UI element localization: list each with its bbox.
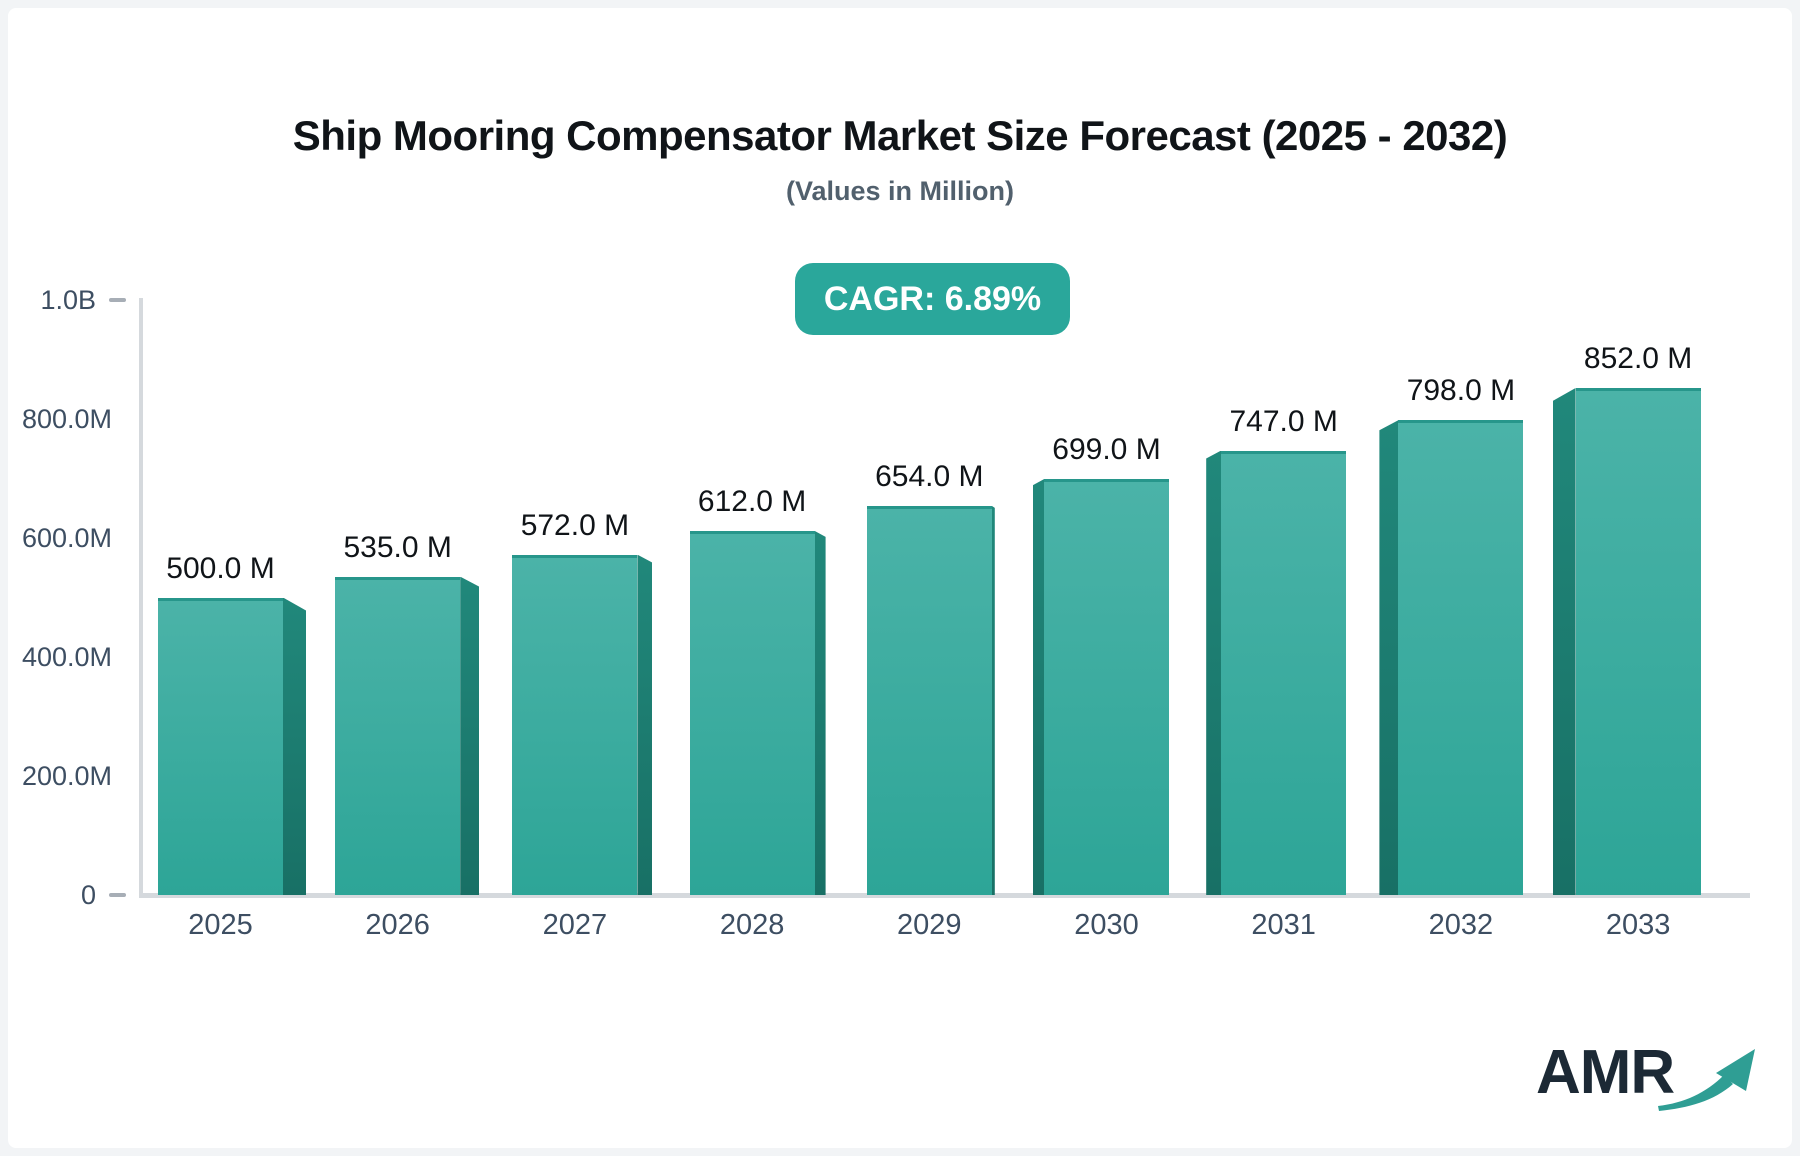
y-axis-tick-label: 600.0M (21, 523, 112, 553)
cagr-badge: CAGR: 6.89% (795, 263, 1070, 335)
x-axis-tick-label: 2027 (542, 909, 608, 941)
bar-2033[interactable] (1575, 388, 1701, 895)
amr-logo: AMR (1536, 1042, 1758, 1112)
amr-logo-text: AMR (1536, 1038, 1675, 1107)
chart-subtitle: (Values in Million) (785, 176, 1015, 206)
x-axis-tick-label: 2029 (897, 909, 962, 941)
bar-side-3d (1552, 388, 1576, 895)
bar-2032[interactable] (1398, 420, 1524, 895)
x-axis-tick-label: 2033 (1605, 909, 1671, 941)
y-axis-tick-mark (109, 298, 126, 302)
bar-value-label: 852.0 M (1583, 342, 1693, 376)
bar-value-label: 612.0 M (697, 484, 807, 518)
y-axis-line (139, 298, 143, 898)
bar-2025[interactable] (158, 597, 283, 895)
chart-title: Ship Mooring Compensator Market Size For… (292, 112, 1508, 159)
bar-2030[interactable] (1044, 479, 1169, 895)
chart-card: Ship Mooring Compensator Market Size For… (8, 8, 1792, 1148)
x-axis-tick-label: 2031 (1251, 909, 1316, 941)
bar-value-label: 798.0 M (1406, 374, 1516, 408)
bar-value-label: 572.0 M (520, 508, 630, 542)
y-axis-tick-label: 1.0B (40, 285, 96, 315)
bar-value-label: 699.0 M (1052, 433, 1161, 467)
plot-area: 0 200.0M 400.0M 600.0M 800.0M 1.0B 500.0 M 2025… (8, 8, 1792, 1148)
bar-2031[interactable] (1221, 450, 1347, 895)
x-axis-tick-label: 2025 (188, 909, 253, 941)
bar-side-3d (460, 576, 480, 895)
bar-side-3d (1206, 450, 1222, 895)
x-axis-line (139, 893, 1750, 898)
x-axis-tick-label: 2030 (1074, 909, 1139, 941)
y-axis-tick-label: 400.0M (21, 642, 112, 672)
bar-2026[interactable] (335, 576, 461, 895)
y-axis-tick-label: 0 (80, 880, 96, 910)
x-axis-tick-label: 2026 (365, 909, 430, 941)
bar-side-3d (991, 505, 995, 895)
y-axis-tick-label: 800.0M (21, 404, 112, 434)
y-axis-tick-label: 200.0M (21, 761, 112, 791)
growth-arrow-icon (1658, 1049, 1756, 1111)
bar-value-label: 747.0 M (1229, 404, 1338, 438)
bar-2027[interactable] (512, 554, 638, 895)
x-axis-tick-label: 2028 (719, 909, 785, 941)
bar-side-3d (814, 530, 826, 895)
y-axis-tick-mark (109, 893, 126, 897)
bar-side-3d (637, 554, 653, 895)
bar-value-label: 535.0 M (343, 530, 452, 564)
bar-side-3d (1033, 479, 1044, 895)
bar-side-3d (1379, 420, 1399, 895)
bar-side-3d (283, 597, 306, 895)
bar-2029[interactable] (866, 505, 992, 895)
bar-2028[interactable] (689, 530, 815, 895)
x-axis-tick-label: 2032 (1428, 909, 1494, 941)
bar-value-label: 654.0 M (875, 459, 984, 493)
bar-value-label: 500.0 M (166, 551, 275, 585)
